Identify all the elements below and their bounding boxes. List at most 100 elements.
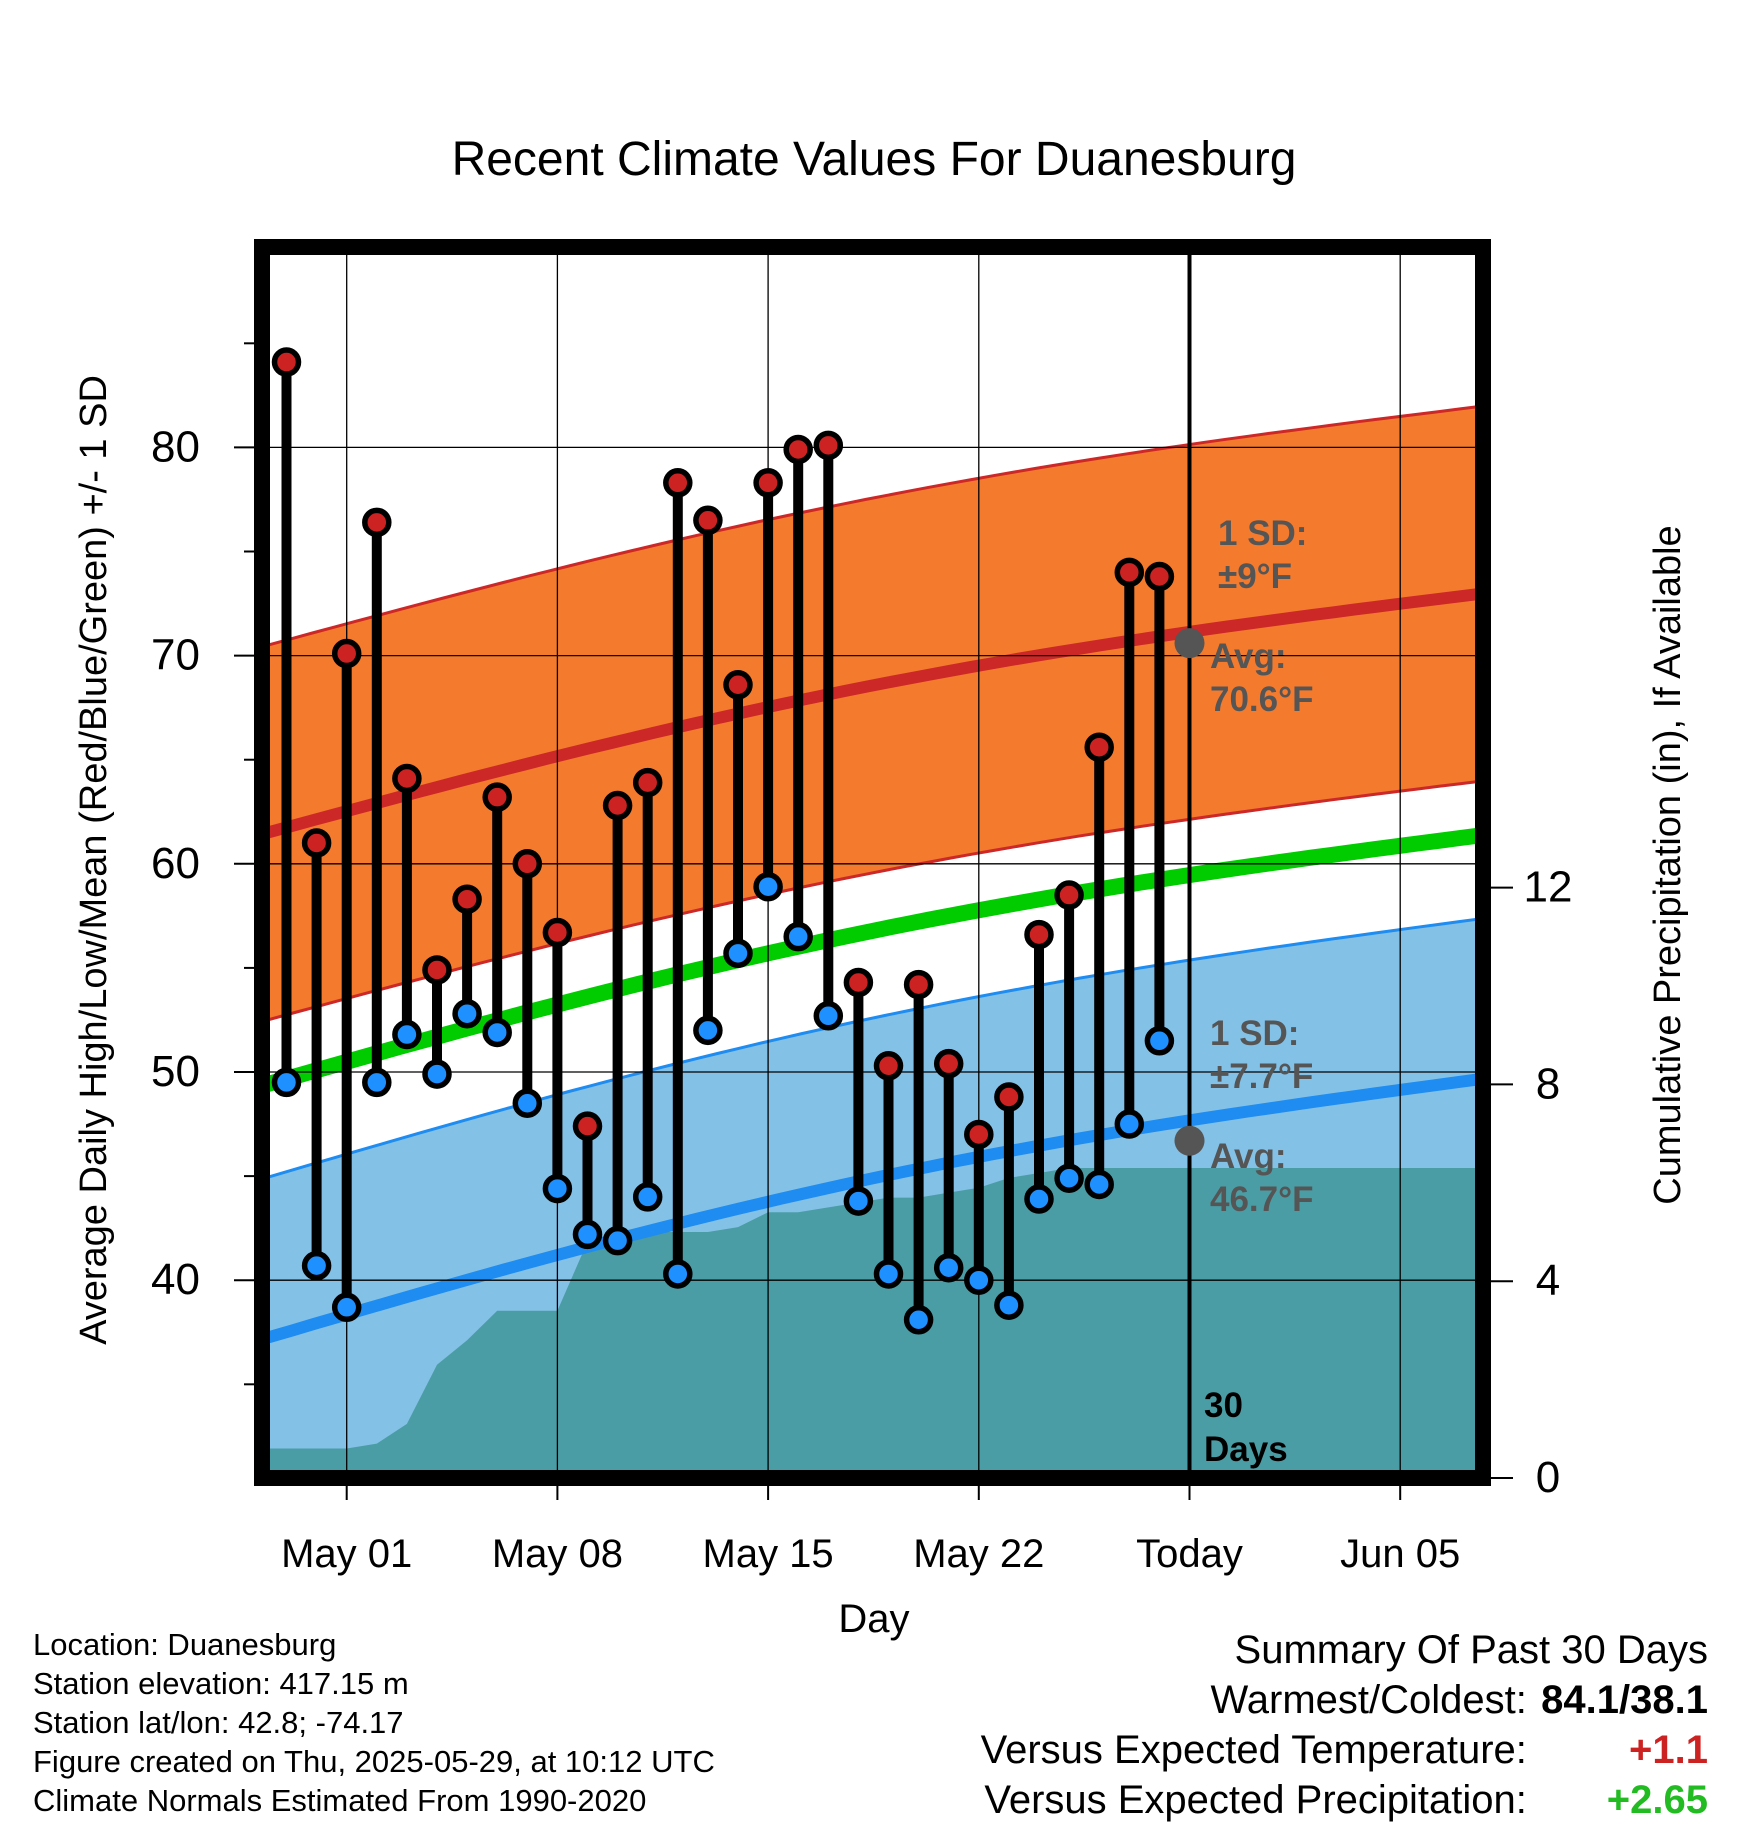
- daily-high-point: [1114, 557, 1145, 588]
- daily-bars: [271, 347, 1175, 1335]
- daily-low-point: [813, 1001, 844, 1031]
- plot-frame: [254, 239, 1491, 1486]
- high-sd-line1: 1 SD:: [1218, 514, 1307, 553]
- precip-value: +2.65: [1606, 1778, 1708, 1822]
- daily-low-point: [1024, 1184, 1054, 1214]
- daily-low-point: [1054, 1163, 1084, 1193]
- x-tick-label: May 22: [913, 1532, 1044, 1576]
- high-avg-line1: Avg:: [1210, 637, 1286, 676]
- daily-high-point: [1054, 880, 1084, 910]
- daily-high-point: [753, 468, 783, 498]
- daily-high-point: [813, 430, 844, 461]
- annotations: 1 SD: ±9°F Avg: 70.6°F 1 SD: ±7.7°F Avg:…: [1204, 514, 1314, 1469]
- daily-low-point: [1084, 1169, 1114, 1200]
- cumulative-precip-area: [262, 1168, 1483, 1478]
- daily-low-point: [783, 921, 813, 952]
- x-tick-label: Jun 05: [1340, 1532, 1460, 1576]
- daily-high-point: [362, 507, 392, 538]
- y-tick-label: 70: [151, 631, 200, 680]
- summary-title: Summary Of Past 30 Days: [1234, 1628, 1708, 1672]
- daily-high-point: [572, 1111, 603, 1141]
- daily-low-point: [903, 1305, 934, 1335]
- daily-low-point: [572, 1219, 603, 1250]
- summary-temp: Versus Expected Temperature: +1.1: [981, 1725, 1708, 1775]
- temp-label: Versus Expected Temperature:: [980, 1728, 1527, 1772]
- daily-low-point: [1114, 1109, 1145, 1139]
- daily-low-point: [542, 1173, 573, 1204]
- daily-low-point: [753, 871, 783, 902]
- y2-tick-label: 12: [1524, 863, 1573, 912]
- daily-low-point: [271, 1067, 302, 1098]
- station-latlon: Station lat/lon: 42.8; -74.17: [33, 1705, 404, 1740]
- y-axis-label: Average Daily High/Low/Mean (Red/Blue/Gr…: [73, 375, 115, 1345]
- daily-low-point: [663, 1259, 693, 1289]
- high-sd-band: [262, 406, 1483, 1022]
- daily-high-point: [301, 828, 332, 858]
- low-sd-line1: 1 SD:: [1210, 1014, 1299, 1053]
- daily-low-point: [362, 1067, 392, 1098]
- daily-high-point: [512, 849, 543, 879]
- x-tick-label: May 15: [703, 1532, 834, 1576]
- plot-inner: [262, 247, 1483, 1478]
- station-elevation: Station elevation: 417.15 m: [33, 1666, 409, 1701]
- daily-low-point: [452, 998, 482, 1029]
- daily-high-point: [663, 468, 693, 498]
- daily-high-point: [452, 884, 482, 914]
- normal-high-line: [262, 587, 1483, 841]
- daily-high-point: [693, 505, 723, 536]
- daily-high-point: [873, 1051, 904, 1081]
- today-days-line1: 30: [1204, 1386, 1243, 1425]
- x-tick-label: May 08: [492, 1532, 623, 1576]
- plot-area: May 01 May 08 May 15 May 22 Today Jun 0540506…: [151, 239, 1573, 1576]
- daily-low-point: [482, 1017, 512, 1048]
- low-sd-line2: ±7.7°F: [1210, 1057, 1313, 1096]
- daily-high-point: [843, 967, 874, 998]
- daily-low-point: [693, 1015, 723, 1046]
- daily-high-point: [994, 1082, 1024, 1112]
- chart-title: Recent Climate Values For Duanesburg: [452, 133, 1297, 186]
- precip-label: Versus Expected Precipitation:: [984, 1778, 1527, 1822]
- daily-high-point: [632, 767, 663, 798]
- daily-high-point: [602, 790, 633, 821]
- daily-high-point: [542, 917, 573, 948]
- high-sd-upper-line: [262, 404, 1483, 649]
- low-sd-upper-line: [262, 916, 1483, 1181]
- y2-tick-label: 4: [1536, 1256, 1560, 1305]
- today-low-avg-marker: [1174, 1125, 1205, 1156]
- daily-high-point: [783, 434, 813, 465]
- daily-low-point: [1144, 1026, 1175, 1056]
- high-avg-line2: 70.6°F: [1210, 680, 1314, 719]
- daily-low-point: [843, 1186, 874, 1216]
- station-location: Location: Duanesburg: [33, 1627, 337, 1662]
- daily-high-point: [1144, 561, 1175, 592]
- warm-cold-value: 84.1/38.1: [1541, 1678, 1708, 1722]
- y2-axis-label: Cumulative Precipitation (in), If Availa…: [1647, 525, 1689, 1204]
- x-tick-label: Today: [1136, 1532, 1243, 1576]
- figure-created: Figure created on Thu, 2025-05-29, at 10…: [33, 1744, 715, 1779]
- daily-low-point: [632, 1182, 663, 1212]
- today-days-line2: Days: [1204, 1430, 1288, 1469]
- daily-high-point: [422, 955, 452, 985]
- today-high-avg-marker: [1174, 628, 1205, 659]
- daily-low-point: [331, 1292, 362, 1323]
- daily-low-point: [422, 1059, 452, 1089]
- daily-low-point: [964, 1265, 994, 1295]
- y-tick-label: 40: [151, 1255, 200, 1304]
- daily-low-point: [512, 1088, 543, 1118]
- daily-low-point: [723, 938, 753, 969]
- daily-high-point: [1024, 919, 1054, 950]
- high-sd-line2: ±9°F: [1218, 557, 1292, 596]
- temp-value: +1.1: [1629, 1728, 1708, 1772]
- daily-high-point: [271, 347, 302, 377]
- daily-high-point: [331, 638, 362, 669]
- daily-high-point: [933, 1048, 964, 1079]
- summary-panel: Summary Of Past 30 Days Warmest/Coldest:…: [981, 1625, 1708, 1825]
- low-avg-line1: Avg:: [1210, 1137, 1286, 1176]
- low-avg-line2: 46.7°F: [1210, 1180, 1314, 1219]
- x-tick-label: May 01: [281, 1532, 412, 1576]
- daily-low-point: [873, 1259, 904, 1289]
- climate-normals: Climate Normals Estimated From 1990-2020: [33, 1783, 647, 1818]
- y-tick-label: 80: [151, 422, 200, 471]
- daily-low-point: [602, 1225, 633, 1256]
